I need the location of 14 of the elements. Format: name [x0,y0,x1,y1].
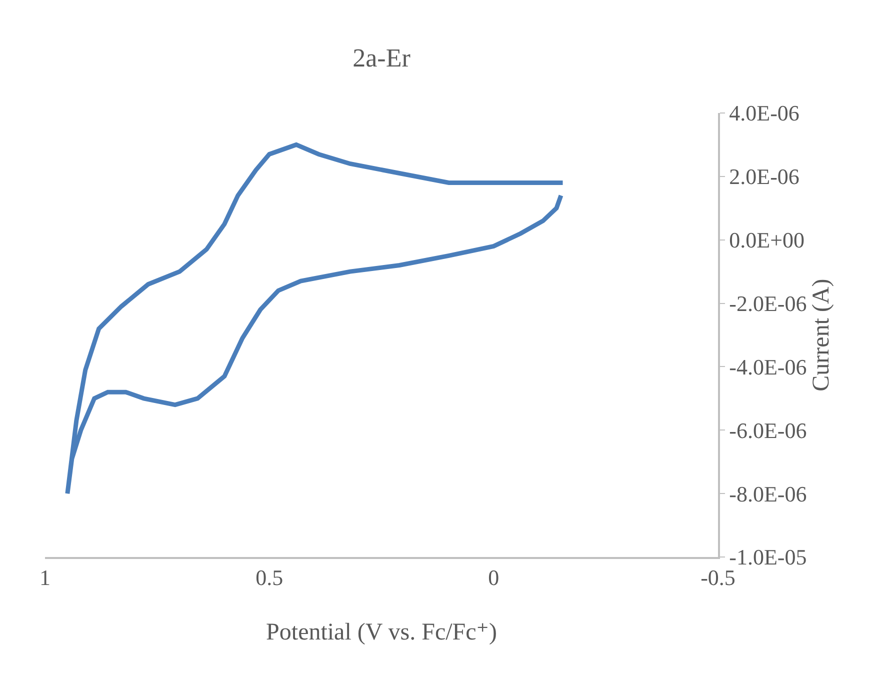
y-tick-label: 0.0E+00 [729,228,805,253]
y-tick-label: 2.0E-06 [729,164,800,190]
x-tick-label: 1 [40,565,50,590]
x-tick-label: 0 [488,565,500,590]
line-series [65,142,566,496]
y-tick-label: -2.0E-06 [729,290,807,316]
y-tick-label: -6.0E-06 [729,418,807,443]
x-tick-label: 0.5 [256,565,284,590]
y-axis-title: Current (A) [808,278,835,392]
chart-title: 2a-Er [352,43,411,72]
y-tick-label: -8.0E-06 [729,481,807,506]
x-axis-title: Potential (V vs. Fc/Fc⁺) [266,620,497,646]
y-tick-label: -4.0E-06 [729,354,807,380]
y-tick-label: 4.0E-06 [729,100,800,126]
